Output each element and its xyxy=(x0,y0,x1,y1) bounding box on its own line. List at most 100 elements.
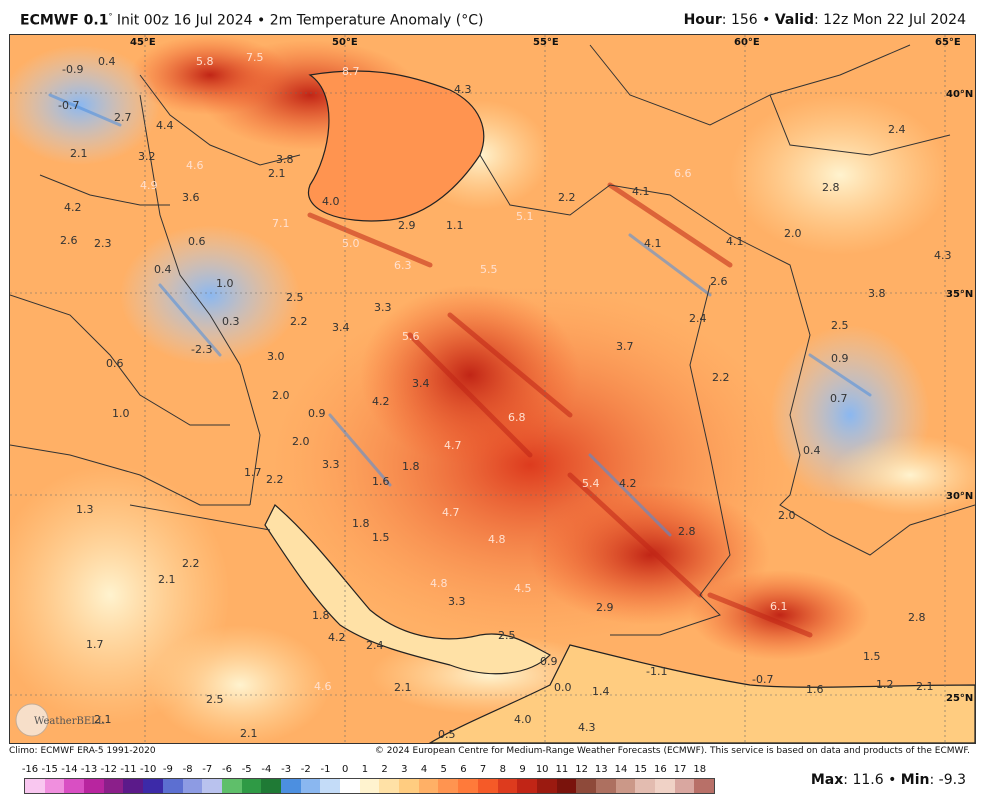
anomaly-value-label: 2.2 xyxy=(712,371,730,384)
cool-area-zagros xyxy=(120,225,300,365)
anomaly-value-label: -0.9 xyxy=(62,63,83,76)
max-label: Max xyxy=(810,772,844,788)
colorbar-swatch xyxy=(280,779,301,793)
hot-spot-turkey-east xyxy=(130,35,290,115)
anomaly-value-label: 2.8 xyxy=(908,611,926,624)
colorbar-tick-label: -16 xyxy=(21,764,39,775)
anomaly-value-label: 5.6 xyxy=(402,330,420,343)
anomaly-value-label: 4.5 xyxy=(514,582,532,595)
anomaly-value-label: 4.8 xyxy=(430,577,448,590)
colorbar-tick-label: 1 xyxy=(361,764,369,775)
header: ECMWF 0.1° Init 00z 16 Jul 2024 • 2m Tem… xyxy=(0,0,984,34)
anomaly-value-label: 5.5 xyxy=(480,263,498,276)
colorbar-swatch xyxy=(241,779,262,793)
anomaly-value-label: -2.3 xyxy=(191,343,212,356)
colorbar-tick-label: -10 xyxy=(140,764,157,775)
anomaly-value-label: 4.6 xyxy=(186,159,204,172)
anomaly-value-label: 0.9 xyxy=(308,407,326,420)
anomaly-value-label: 2.1 xyxy=(240,727,258,740)
anomaly-value-label: 5.4 xyxy=(582,477,600,490)
mountain-heat-streaks xyxy=(307,182,813,638)
anomaly-value-label: 0.4 xyxy=(803,444,821,457)
anomaly-value-label: 2.2 xyxy=(266,473,284,486)
product-name: 2m Temperature Anomaly (°C) xyxy=(269,12,484,29)
anomaly-value-label: 6.1 xyxy=(770,600,788,613)
anomaly-value-label: 1.4 xyxy=(592,685,610,698)
lat-label: 40°N xyxy=(946,89,973,100)
anomaly-value-label: 3.0 xyxy=(267,350,285,363)
lat-label: 30°N xyxy=(946,491,973,502)
model-name: ECMWF 0.1 xyxy=(20,12,109,29)
colorbar-swatch xyxy=(674,779,695,793)
anomaly-value-label: 4.7 xyxy=(444,439,462,452)
anomaly-map[interactable]: 45°E 50°E 55°E 60°E 65°E 40°N 35°N 30°N … xyxy=(9,34,976,744)
anomaly-value-label: 4.3 xyxy=(454,83,472,96)
graticule xyxy=(10,35,975,743)
lon-label: 55°E xyxy=(533,37,559,48)
anomaly-value-label: 2.0 xyxy=(272,389,290,402)
anomaly-value-label: 1.2 xyxy=(876,678,894,691)
anomaly-value-label: 2.5 xyxy=(498,629,516,642)
colorbar-tick-label: 14 xyxy=(614,764,628,775)
anomaly-value-label: 1.6 xyxy=(806,683,824,696)
colorbar-tick-label: -4 xyxy=(261,764,272,775)
country-borders xyxy=(10,44,975,636)
anomaly-value-label: -1.1 xyxy=(646,665,667,678)
hour-label: Hour xyxy=(683,12,722,28)
anomaly-value-label: 2.4 xyxy=(888,123,906,136)
anomaly-value-label: 3.8 xyxy=(868,287,886,300)
anomaly-value-label: 2.0 xyxy=(292,435,310,448)
colorbar-tick-label: 5 xyxy=(440,764,447,775)
colorbar-tick-label: 3 xyxy=(401,764,408,775)
anomaly-value-label: 2.1 xyxy=(268,167,286,180)
colorbar-swatch xyxy=(497,779,518,793)
colorbar-swatch xyxy=(379,779,400,793)
anomaly-value-label: 4.2 xyxy=(372,395,390,408)
colorbar-swatch xyxy=(103,779,124,793)
colorbar-swatch xyxy=(615,779,636,793)
colorbar-tick-label: -14 xyxy=(61,764,78,775)
lat-label: 25°N xyxy=(946,693,973,704)
colorbar-tick-label: -9 xyxy=(162,764,173,775)
anomaly-value-label: 7.5 xyxy=(246,51,264,64)
colorbar-swatch xyxy=(595,779,616,793)
colorbar-tick-label: 4 xyxy=(420,764,428,775)
persian-gulf xyxy=(264,504,552,675)
anomaly-value-label: 2.6 xyxy=(710,275,728,288)
anomaly-value-label: 4.2 xyxy=(328,631,346,644)
anomaly-value-label: 2.6 xyxy=(60,234,78,247)
anomaly-value-label: 3.4 xyxy=(332,321,350,334)
colorbar-swatch xyxy=(25,779,45,793)
pale-area-afghanistan xyxy=(730,95,950,255)
anomaly-labels: -0.9 0.4 5.8 7.5 8.7 -0.7 2.7 4.3 4.4 2.1 3.2 4.6 3.… xyxy=(58,51,952,741)
anomaly-value-label: 0.6 xyxy=(188,235,206,248)
colorbar-swatch xyxy=(418,779,439,793)
anomaly-value-label: 3.2 xyxy=(138,150,156,163)
anomaly-value-label: 2.0 xyxy=(784,227,802,240)
colorbar-swatch xyxy=(64,779,85,793)
anomaly-value-label: 5.8 xyxy=(196,55,214,68)
colorbar-tick-label: 16 xyxy=(654,764,667,775)
anomaly-value-label: 0.6 xyxy=(106,357,124,370)
pale-area-arabia-south xyxy=(150,625,330,743)
min-label: Min xyxy=(900,772,930,788)
anomaly-value-label: 8.7 xyxy=(342,65,360,78)
anomaly-value-label: 3.8 xyxy=(276,153,294,166)
svg-text:WeatherBELL: WeatherBELL xyxy=(34,716,105,727)
anomaly-value-label: 2.5 xyxy=(831,319,849,332)
colorbar-tick-label: 9 xyxy=(519,764,526,775)
anomaly-value-label: 0.9 xyxy=(540,655,558,668)
anomaly-value-label: 6.6 xyxy=(674,167,692,180)
anomaly-value-label: 4.6 xyxy=(314,680,332,693)
colorbar-tick-label: -6 xyxy=(222,764,232,775)
anomaly-value-label: 1.1 xyxy=(446,219,464,232)
anomaly-value-label: 4.2 xyxy=(619,477,637,490)
colorbar-tick-label: -5 xyxy=(241,764,252,775)
anomaly-value-label: 2.2 xyxy=(182,557,200,570)
colorbar-swatch xyxy=(556,779,577,793)
lon-label: 45°E xyxy=(130,37,156,48)
anomaly-value-label: 7.1 xyxy=(272,217,290,230)
colorbar-swatch xyxy=(143,779,163,793)
lat-label: 35°N xyxy=(946,289,973,300)
valid-value: 12z Mon 22 Jul 2024 xyxy=(823,12,966,28)
